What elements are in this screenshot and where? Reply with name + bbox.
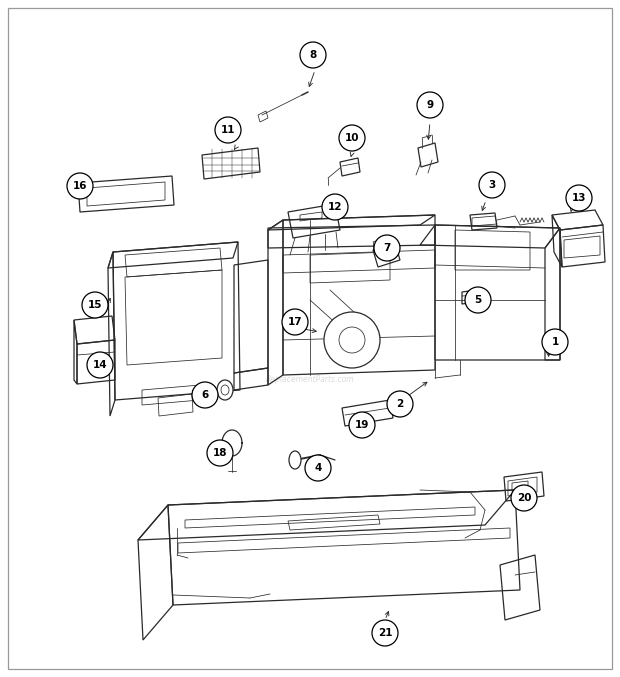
Circle shape — [82, 292, 108, 318]
Text: 13: 13 — [572, 193, 587, 203]
Text: 17: 17 — [288, 317, 303, 327]
Circle shape — [192, 382, 218, 408]
Text: 15: 15 — [88, 300, 102, 310]
Circle shape — [300, 42, 326, 68]
Circle shape — [67, 173, 93, 199]
Text: 12: 12 — [328, 202, 342, 212]
Text: 14: 14 — [92, 360, 107, 370]
Text: 21: 21 — [378, 628, 392, 638]
Circle shape — [87, 352, 113, 378]
Circle shape — [324, 312, 380, 368]
Text: 1: 1 — [551, 337, 559, 347]
Text: 6: 6 — [202, 390, 208, 400]
Text: 2: 2 — [396, 399, 404, 409]
Text: ReplacementParts.com: ReplacementParts.com — [266, 376, 354, 385]
Circle shape — [349, 412, 375, 438]
Text: 11: 11 — [221, 125, 235, 135]
Text: 3: 3 — [489, 180, 495, 190]
Circle shape — [207, 440, 233, 466]
Text: 20: 20 — [516, 493, 531, 503]
Text: 18: 18 — [213, 448, 228, 458]
Circle shape — [215, 117, 241, 143]
Circle shape — [465, 287, 491, 313]
Ellipse shape — [217, 380, 233, 400]
Text: 16: 16 — [73, 181, 87, 191]
Circle shape — [479, 172, 505, 198]
Ellipse shape — [289, 451, 301, 469]
Text: 7: 7 — [383, 243, 391, 253]
Circle shape — [542, 329, 568, 355]
Text: 8: 8 — [309, 50, 317, 60]
Circle shape — [339, 125, 365, 151]
Circle shape — [322, 194, 348, 220]
Circle shape — [282, 309, 308, 335]
Circle shape — [511, 485, 537, 511]
Circle shape — [374, 235, 400, 261]
Circle shape — [566, 185, 592, 211]
Circle shape — [305, 455, 331, 481]
Text: 5: 5 — [474, 295, 482, 305]
Circle shape — [417, 92, 443, 118]
Text: 9: 9 — [427, 100, 433, 110]
Text: 4: 4 — [314, 463, 322, 473]
Text: 19: 19 — [355, 420, 369, 430]
Circle shape — [339, 327, 365, 353]
Text: 10: 10 — [345, 133, 359, 143]
Circle shape — [372, 620, 398, 646]
Circle shape — [387, 391, 413, 417]
